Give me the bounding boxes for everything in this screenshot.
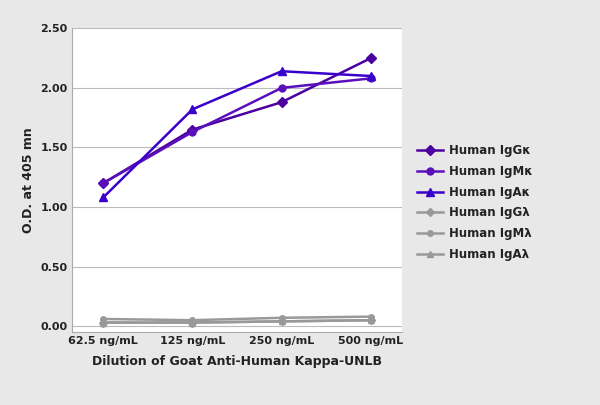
Human IgGκ xyxy=(367,56,374,61)
Line: Human IgMκ: Human IgMκ xyxy=(100,75,374,187)
Human IgMλ xyxy=(367,314,374,319)
Human IgAλ xyxy=(100,320,107,325)
Human IgGλ xyxy=(367,318,374,323)
Human IgAκ xyxy=(278,69,285,74)
Human IgAλ xyxy=(189,320,196,325)
Y-axis label: O.D. at 405 mn: O.D. at 405 mn xyxy=(22,127,35,233)
Human IgAλ xyxy=(367,318,374,323)
Human IgGκ xyxy=(100,181,107,185)
Human IgMλ xyxy=(189,318,196,323)
Human IgAκ xyxy=(100,195,107,200)
Line: Human IgGλ: Human IgGλ xyxy=(100,318,374,325)
Human IgGκ xyxy=(189,127,196,132)
Human IgMλ xyxy=(278,315,285,320)
Human IgMκ xyxy=(278,85,285,90)
Legend: Human IgGκ, Human IgMκ, Human IgAκ, Human IgGλ, Human IgMλ, Human IgAλ: Human IgGκ, Human IgMκ, Human IgAκ, Huma… xyxy=(417,144,532,261)
Line: Human IgGκ: Human IgGκ xyxy=(100,55,374,187)
Human IgGλ xyxy=(278,319,285,324)
Line: Human IgAλ: Human IgAλ xyxy=(100,317,374,326)
Human IgAλ xyxy=(278,319,285,324)
Human IgMλ xyxy=(100,317,107,322)
Human IgAκ xyxy=(189,107,196,112)
Human IgGλ xyxy=(100,320,107,325)
Line: Human IgAκ: Human IgAκ xyxy=(99,67,375,202)
Human IgGλ xyxy=(189,320,196,325)
Human IgMκ xyxy=(367,76,374,81)
Human IgAκ xyxy=(367,74,374,79)
Human IgMκ xyxy=(189,130,196,134)
Human IgMκ xyxy=(100,181,107,185)
Line: Human IgMλ: Human IgMλ xyxy=(100,314,374,323)
Human IgGκ xyxy=(278,100,285,104)
X-axis label: Dilution of Goat Anti-Human Kappa-UNLB: Dilution of Goat Anti-Human Kappa-UNLB xyxy=(92,355,382,368)
